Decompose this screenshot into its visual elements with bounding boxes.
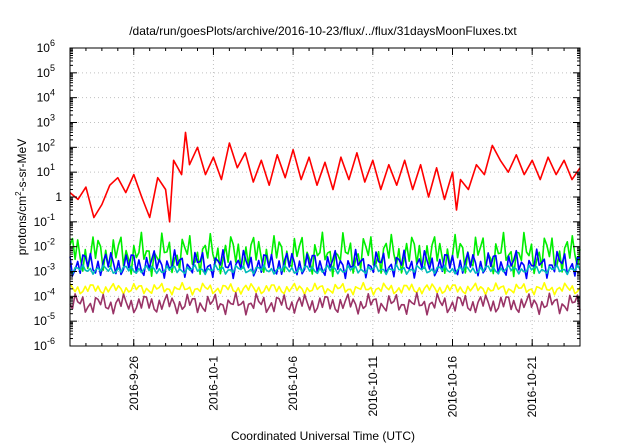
y-axis-label: protons/cm2-s-sr-MeV xyxy=(14,139,29,255)
y-tick-label: 10-5 xyxy=(34,311,55,328)
x-tick-label: 2016-9-26 xyxy=(127,356,141,411)
y-tick-label: 10-6 xyxy=(34,336,55,353)
series-line-3 xyxy=(69,263,581,276)
series-line-5 xyxy=(69,291,581,316)
y-tick-label: 104 xyxy=(37,88,55,105)
x-tick-label: 2016-10-1 xyxy=(206,356,220,411)
series-line-0 xyxy=(69,131,581,223)
x-tick-label: 2016-10-21 xyxy=(525,356,539,418)
y-axis-label-sup: 2 xyxy=(14,191,23,196)
y-tick-label: 106 xyxy=(37,38,55,55)
x-tick-label: 2016-10-6 xyxy=(286,356,300,411)
chart-title: /data/run/goesPlots/archive/2016-10-23/f… xyxy=(129,24,517,38)
y-tick-label: 10-4 xyxy=(34,286,55,303)
y-tick-label: 10-2 xyxy=(34,237,55,254)
series-line-2 xyxy=(69,248,581,280)
y-axis-label-rest: -s-sr-MeV xyxy=(15,139,29,192)
x-tick-label: 2016-10-16 xyxy=(446,356,460,418)
x-tick-label: 2016-10-11 xyxy=(366,356,380,417)
y-tick-label: 101 xyxy=(37,162,55,179)
y-tick-label: 103 xyxy=(37,113,55,130)
grid xyxy=(70,48,580,346)
series-lines xyxy=(69,131,581,316)
y-tick-label: 102 xyxy=(37,137,55,154)
y-axis-label-base: protons/cm xyxy=(15,196,29,255)
y-tick-label: 1 xyxy=(55,190,62,204)
y-tick-label: 105 xyxy=(37,63,55,80)
y-tick-label: 10-3 xyxy=(34,262,55,279)
x-axis-label: Coordinated Universal Time (UTC) xyxy=(231,429,415,443)
y-tick-label: 10-1 xyxy=(34,212,55,229)
x-axis-ticks: 2016-9-26 2016-10-1 2016-10-6 2016-10-11 201… xyxy=(69,48,581,418)
series-line-4 xyxy=(69,281,581,296)
